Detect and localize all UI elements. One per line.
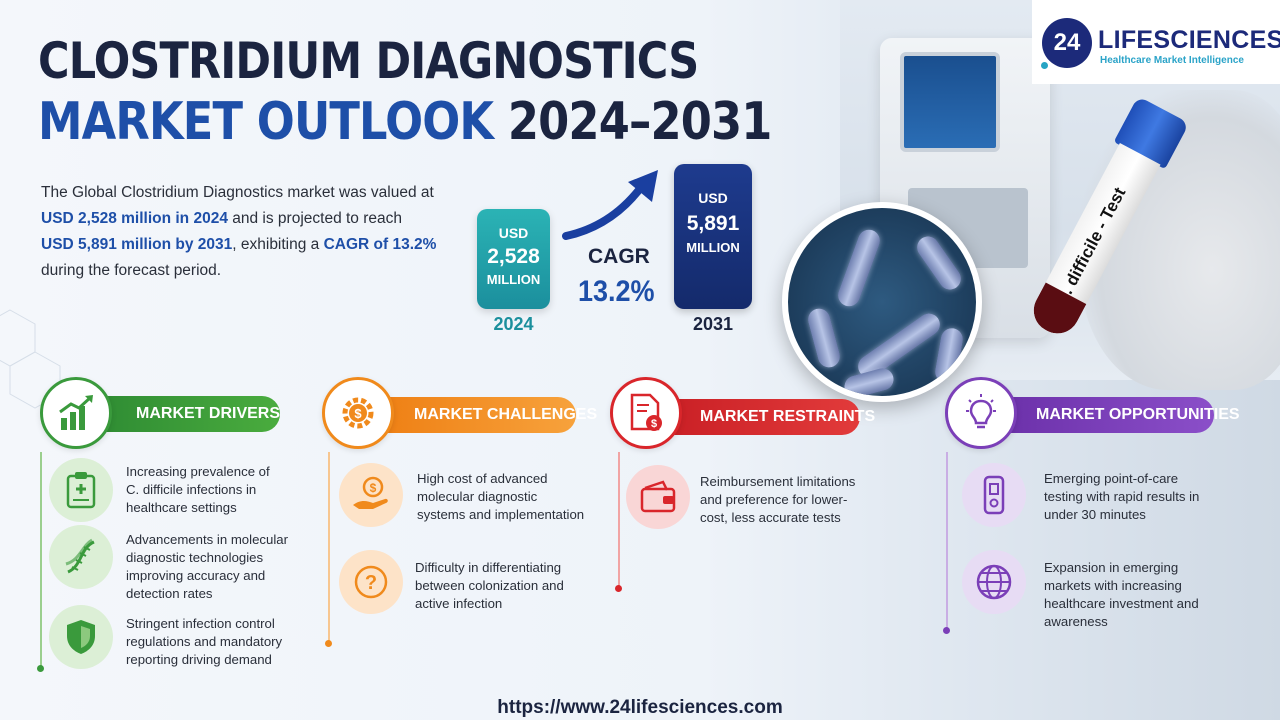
- opportunities-title: MARKET OPPORTUNITIES: [1036, 406, 1240, 423]
- card-unit: MILLION: [486, 272, 541, 287]
- document-dollar-icon: $: [610, 377, 682, 449]
- intro-text-2: and is projected to reach: [227, 210, 403, 227]
- intro-text-4: during the forecast period.: [41, 262, 222, 279]
- lightbulb-icon: [945, 377, 1017, 449]
- opportunities-timeline-dot: [943, 627, 950, 634]
- dna-icon: [49, 525, 113, 589]
- machine-screen: [900, 52, 1000, 152]
- hexagon-pattern-decoration: [0, 309, 61, 409]
- value-card-2024: USD 2,528 MILLION: [477, 209, 550, 309]
- opportunities-item-2: Expansion in emerging markets with incre…: [1044, 560, 1199, 629]
- challenges-item-2: Difficulty in differentiating between co…: [415, 560, 564, 611]
- svg-text:$: $: [651, 418, 657, 430]
- svg-text:$: $: [354, 406, 362, 421]
- restraints-title: MARKET RESTRAINTS: [700, 408, 876, 425]
- growth-arrow-icon: [562, 170, 658, 240]
- drivers-timeline: [40, 452, 42, 668]
- cagr-label: CAGR: [588, 245, 650, 268]
- cagr-value: 13.2%: [578, 275, 655, 308]
- drivers-item-3: Stringent infection control regulations …: [126, 616, 283, 667]
- title-market-outlook: MARKET OUTLOOK: [38, 92, 494, 152]
- card-currency: USD: [498, 225, 529, 241]
- challenges-item-1: High cost of advanced molecular diagnost…: [417, 471, 585, 522]
- opportunities-timeline: [946, 452, 948, 630]
- restraints-timeline: [618, 452, 620, 588]
- intro-text-1: The Global Clostridium Diagnostics marke…: [41, 184, 434, 201]
- svg-text:?: ?: [365, 572, 377, 594]
- year-label-2024: 2024: [493, 314, 534, 334]
- drivers-title: MARKET DRIVERS: [136, 405, 281, 422]
- page-title-line1: CLOSTRIDIUM DIAGNOSTICS: [38, 32, 699, 90]
- card-currency: USD: [698, 190, 728, 206]
- intro-text-3: , exhibiting a: [232, 236, 324, 253]
- logo-tagline: Healthcare Market Intelligence: [1100, 55, 1244, 66]
- svg-text:$: $: [370, 481, 377, 495]
- card-value: 2,528: [487, 245, 540, 268]
- opportunities-item-1: Emerging point-of-care testing with rapi…: [1044, 471, 1200, 522]
- test-cassette-icon: [962, 463, 1026, 527]
- intro-highlight-2031: USD 5,891 million by 2031: [41, 236, 233, 253]
- dollar-gear-icon: $: [322, 377, 394, 449]
- shield-icon: [49, 605, 113, 669]
- logo-dot: [1041, 62, 1048, 69]
- title-years: 2024–2031: [507, 92, 772, 152]
- restraints-timeline-dot: [615, 585, 622, 592]
- intro-highlight-cagr: CAGR of 13.2%: [323, 236, 437, 253]
- value-card-2031: USD 5,891 MILLION: [674, 164, 752, 309]
- clipboard-medical-icon: [49, 458, 113, 522]
- wallet-icon: [626, 465, 690, 529]
- intro-highlight-2024: USD 2,528 million in 2024: [41, 210, 228, 227]
- bar-chart-growth-icon: [40, 377, 112, 449]
- drivers-item-1: Increasing prevalence of C. difficile in…: [126, 464, 270, 515]
- drivers-timeline-dot: [37, 665, 44, 672]
- logo-name: LIFESCIENCES: [1098, 26, 1280, 54]
- card-value: 5,891: [686, 212, 740, 235]
- section-header-challenges: MARKET CHALLENGES: [370, 397, 597, 433]
- page-title-line2: MARKET OUTLOOK 2024–2031: [38, 92, 772, 152]
- bacteria-microscope-image: [782, 202, 982, 402]
- section-header-drivers: MARKET DRIVERS: [92, 396, 280, 432]
- logo-mark: 24: [1042, 18, 1092, 68]
- footer-website-link[interactable]: https://www.24lifesciences.com: [497, 697, 783, 718]
- challenges-timeline-dot: [325, 640, 332, 647]
- restraints-item-1: Reimbursement limitations and preference…: [700, 474, 856, 525]
- globe-icon: [962, 550, 1026, 614]
- challenges-title: MARKET CHALLENGES: [414, 406, 598, 423]
- section-header-opportunities: MARKET OPPORTUNITIES: [992, 397, 1240, 433]
- drivers-item-2: Advancements in molecular diagnostic tec…: [126, 532, 288, 601]
- year-label-2031: 2031: [692, 314, 734, 334]
- brand-logo[interactable]: 24 LIFESCIENCES Healthcare Market Intell…: [1032, 0, 1280, 84]
- question-icon: ?: [339, 550, 403, 614]
- challenges-timeline: [328, 452, 330, 642]
- intro-paragraph: The Global Clostridium Diagnostics marke…: [41, 180, 471, 284]
- hand-coin-icon: $: [339, 463, 403, 527]
- section-header-restraints: MARKET RESTRAINTS: [656, 399, 875, 435]
- card-unit: MILLION: [686, 240, 740, 255]
